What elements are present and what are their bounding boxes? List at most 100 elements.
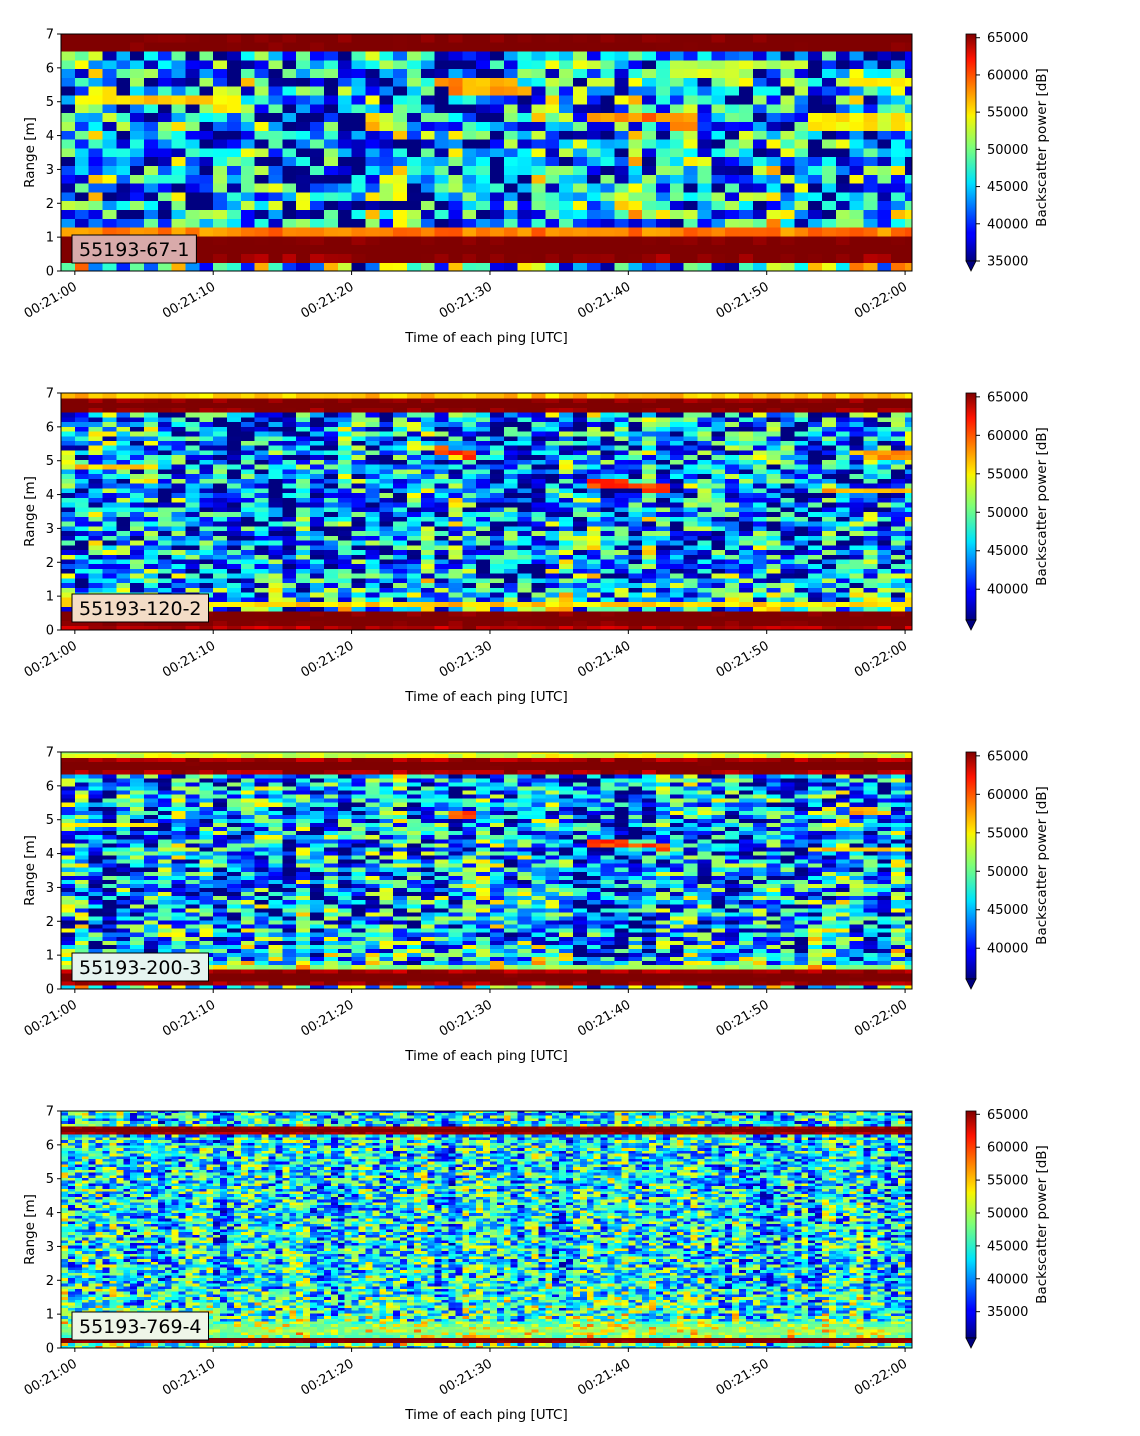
colorbar-extend-arrow — [965, 260, 977, 272]
sample-label-box — [71, 593, 209, 623]
colorbar: 35000 40000 45000 50000 55000 60000 65000 Backs… — [965, 31, 1050, 272]
colorbar-tick-label: 50000 — [987, 1206, 1028, 1221]
x-tick-label: 00:21:30 — [437, 279, 495, 321]
x-tick-label: 00:21:20 — [299, 279, 357, 321]
colorbar-tick-label: 45000 — [987, 544, 1028, 559]
y-tick-label: 0 — [46, 624, 54, 639]
sample-label: 55193-200-3 — [79, 957, 202, 979]
y-tick-label: 5 — [46, 454, 54, 469]
y-tick-label: 3 — [46, 163, 54, 178]
x-tick-label: 00:21:50 — [714, 279, 772, 321]
sample-label-box — [71, 1311, 209, 1341]
colorbar-tick-label: 55000 — [987, 467, 1028, 482]
x-tick-label: 00:21:30 — [437, 638, 495, 680]
subplot-3: 0 1 2 3 4 5 6 7 00:21:00 00:21:10 00:21:20 00:21:30… — [22, 746, 1050, 1065]
y-tick-label: 4 — [46, 488, 54, 503]
colorbar-tick-label: 65000 — [987, 1108, 1028, 1123]
x-tick-label: 00:21:00 — [22, 1356, 80, 1398]
colorbar: 35000 40000 45000 50000 55000 60000 65000 Backs… — [965, 1108, 1050, 1349]
x-tick-label: 00:21:50 — [714, 638, 772, 680]
heatmap-cells — [61, 752, 913, 990]
colorbar-tick-label: 60000 — [987, 1141, 1028, 1156]
sample-label: 55193-769-4 — [79, 1316, 202, 1338]
x-axis-label: Time of each ping [UTC] — [404, 1407, 568, 1423]
y-axis-label: Range [m] — [22, 835, 38, 906]
colorbar-tick-label: 65000 — [987, 390, 1028, 405]
y-axis-label: Range [m] — [22, 476, 38, 547]
colorbar-extend-arrow — [965, 619, 977, 631]
y-tick-label: 1 — [46, 1308, 54, 1323]
x-tick-label: 00:22:00 — [852, 279, 910, 321]
colorbar-extend-arrow — [965, 1337, 977, 1349]
colorbar-tick-label: 40000 — [987, 942, 1028, 957]
x-tick-label: 00:21:00 — [22, 638, 80, 680]
x-tick-label: 00:21:20 — [299, 638, 357, 680]
y-tick-label: 1 — [46, 231, 54, 246]
y-tick-label: 5 — [46, 95, 54, 110]
colorbar-extend-arrow — [965, 978, 977, 990]
x-tick-label: 00:21:50 — [714, 997, 772, 1039]
colorbar-tick-label: 60000 — [987, 429, 1028, 444]
x-tick-label: 00:22:00 — [852, 997, 910, 1039]
x-tick-label: 00:21:00 — [22, 279, 80, 321]
y-tick-label: 7 — [46, 1105, 54, 1120]
axes-frame — [60, 751, 913, 990]
y-tick-label: 5 — [46, 1172, 54, 1187]
y-tick-label: 6 — [46, 779, 54, 794]
colorbar-tick-label: 50000 — [987, 506, 1028, 521]
colorbar-label: Backscatter power [dB] — [1034, 68, 1050, 227]
x-tick-label: 00:22:00 — [852, 1356, 910, 1398]
x-tick-label: 00:21:20 — [299, 1356, 357, 1398]
subplot-4: 0 1 2 3 4 5 6 7 00:21:00 00:21:10 00:21:20 00:21:30… — [22, 1105, 1050, 1424]
y-axis-label: Range [m] — [22, 117, 38, 188]
y-tick-label: 7 — [46, 387, 54, 402]
axes-frame — [60, 33, 913, 272]
colorbar-tick-label: 35000 — [987, 1305, 1028, 1320]
colorbar: 40000 45000 50000 55000 60000 65000 Backscatte… — [965, 390, 1050, 631]
y-tick-label: 3 — [46, 881, 54, 896]
x-axis-label: Time of each ping [UTC] — [404, 330, 568, 346]
y-tick-label: 3 — [46, 1240, 54, 1255]
x-tick-label: 00:22:00 — [852, 638, 910, 680]
y-tick-label: 4 — [46, 847, 54, 862]
sample-label: 55193-67-1 — [79, 239, 189, 261]
y-tick-label: 0 — [46, 983, 54, 998]
colorbar-tick-label: 55000 — [987, 106, 1028, 121]
x-axis-label: Time of each ping [UTC] — [404, 689, 568, 705]
sample-label-box — [71, 952, 209, 982]
y-tick-label: 4 — [46, 129, 54, 144]
colorbar-tick-label: 45000 — [987, 180, 1028, 195]
y-tick-label: 1 — [46, 590, 54, 605]
y-tick-label: 4 — [46, 1206, 54, 1221]
subplot-1: 0 1 2 3 4 5 6 7 00:21:00 00:21:10 00:21:20 00:21:30… — [22, 28, 1050, 347]
x-tick-label: 00:21:20 — [299, 997, 357, 1039]
x-tick-label: 00:21:10 — [160, 997, 218, 1039]
colorbar-tick-label: 40000 — [987, 583, 1028, 598]
colorbar-tick-label: 40000 — [987, 1272, 1028, 1287]
y-tick-label: 2 — [46, 915, 54, 930]
y-tick-label: 1 — [46, 949, 54, 964]
y-tick-label: 7 — [46, 28, 54, 43]
x-tick-label: 00:21:10 — [160, 1356, 218, 1398]
x-tick-label: 00:21:40 — [575, 279, 633, 321]
x-tick-label: 00:21:50 — [714, 1356, 772, 1398]
x-tick-label: 00:21:40 — [575, 997, 633, 1039]
colorbar-tick-label: 40000 — [987, 217, 1028, 232]
y-tick-label: 6 — [46, 61, 54, 76]
colorbar-tick-label: 35000 — [987, 255, 1028, 270]
y-tick-label: 5 — [46, 813, 54, 828]
x-tick-label: 00:21:10 — [160, 638, 218, 680]
sample-label-box — [71, 234, 197, 264]
heatmap-cells — [61, 34, 913, 272]
colorbar-label: Backscatter power [dB] — [1034, 427, 1050, 586]
colorbar-tick-label: 50000 — [987, 865, 1028, 880]
x-tick-label: 00:21:10 — [160, 279, 218, 321]
colorbar-tick-label: 55000 — [987, 826, 1028, 841]
x-tick-label: 00:21:30 — [437, 997, 495, 1039]
axes-frame — [60, 1110, 913, 1349]
x-tick-label: 00:21:40 — [575, 638, 633, 680]
colorbar-tick-label: 45000 — [987, 903, 1028, 918]
colorbar-label: Backscatter power [dB] — [1034, 1145, 1050, 1304]
y-tick-label: 6 — [46, 1138, 54, 1153]
